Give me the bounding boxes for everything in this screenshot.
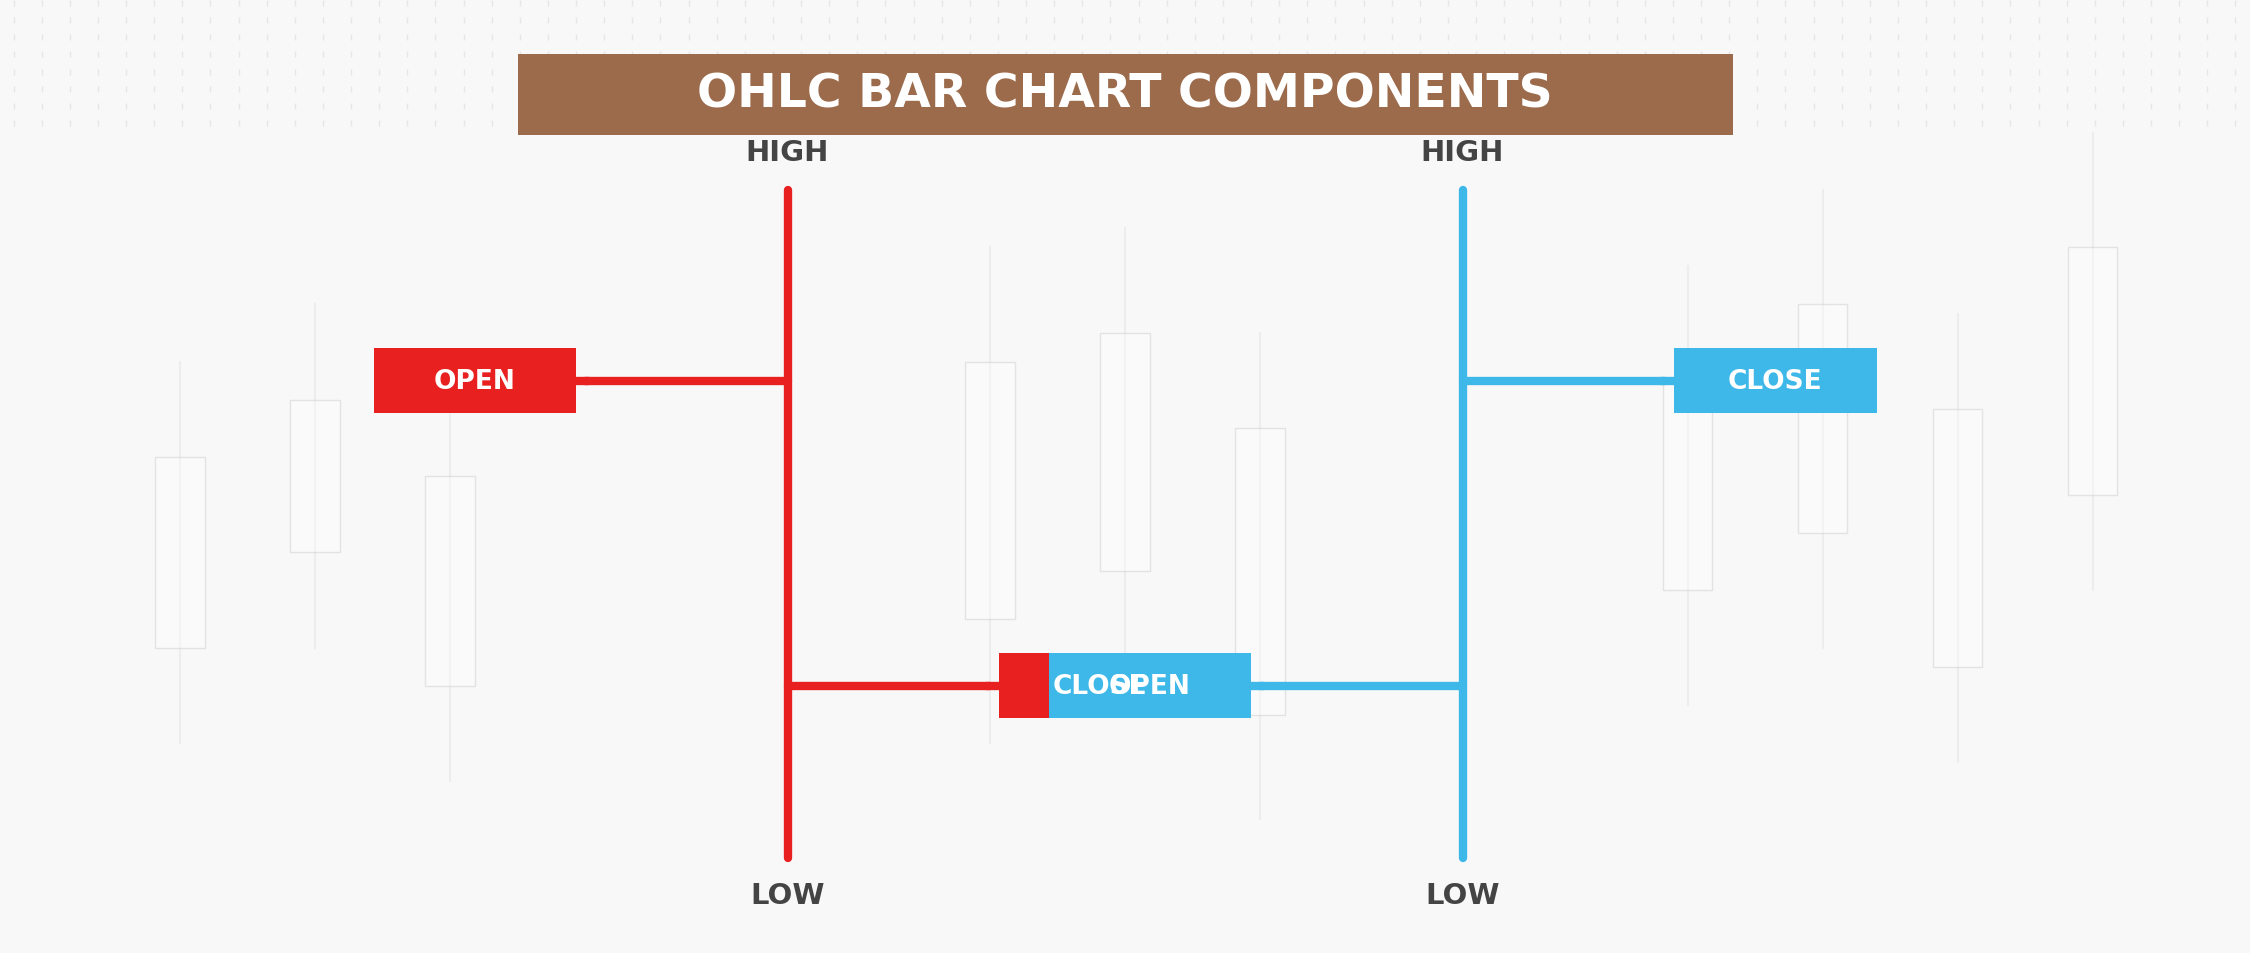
Text: OPEN: OPEN [1109,673,1190,700]
Bar [1235,429,1285,715]
Bar [1100,334,1150,572]
Text: HIGH: HIGH [745,139,830,167]
Bar [425,476,475,686]
FancyBboxPatch shape [374,349,576,414]
Bar [155,457,205,648]
Text: HIGH: HIGH [1420,139,1505,167]
Text: CLOSE: CLOSE [1728,368,1822,395]
Text: LOW: LOW [1424,882,1501,909]
Bar [1933,410,1982,667]
FancyBboxPatch shape [1048,654,1251,719]
Bar [2068,248,2117,496]
Bar [1798,305,1847,534]
Text: CLOSE: CLOSE [1053,673,1148,700]
FancyBboxPatch shape [1674,349,1876,414]
Text: OPEN: OPEN [434,368,515,395]
Bar [965,362,1015,619]
Text: OHLC BAR CHART COMPONENTS: OHLC BAR CHART COMPONENTS [698,72,1552,118]
FancyBboxPatch shape [518,55,1732,135]
Bar [1663,381,1712,591]
FancyBboxPatch shape [999,654,1202,719]
Text: LOW: LOW [749,882,826,909]
Bar [290,400,340,553]
